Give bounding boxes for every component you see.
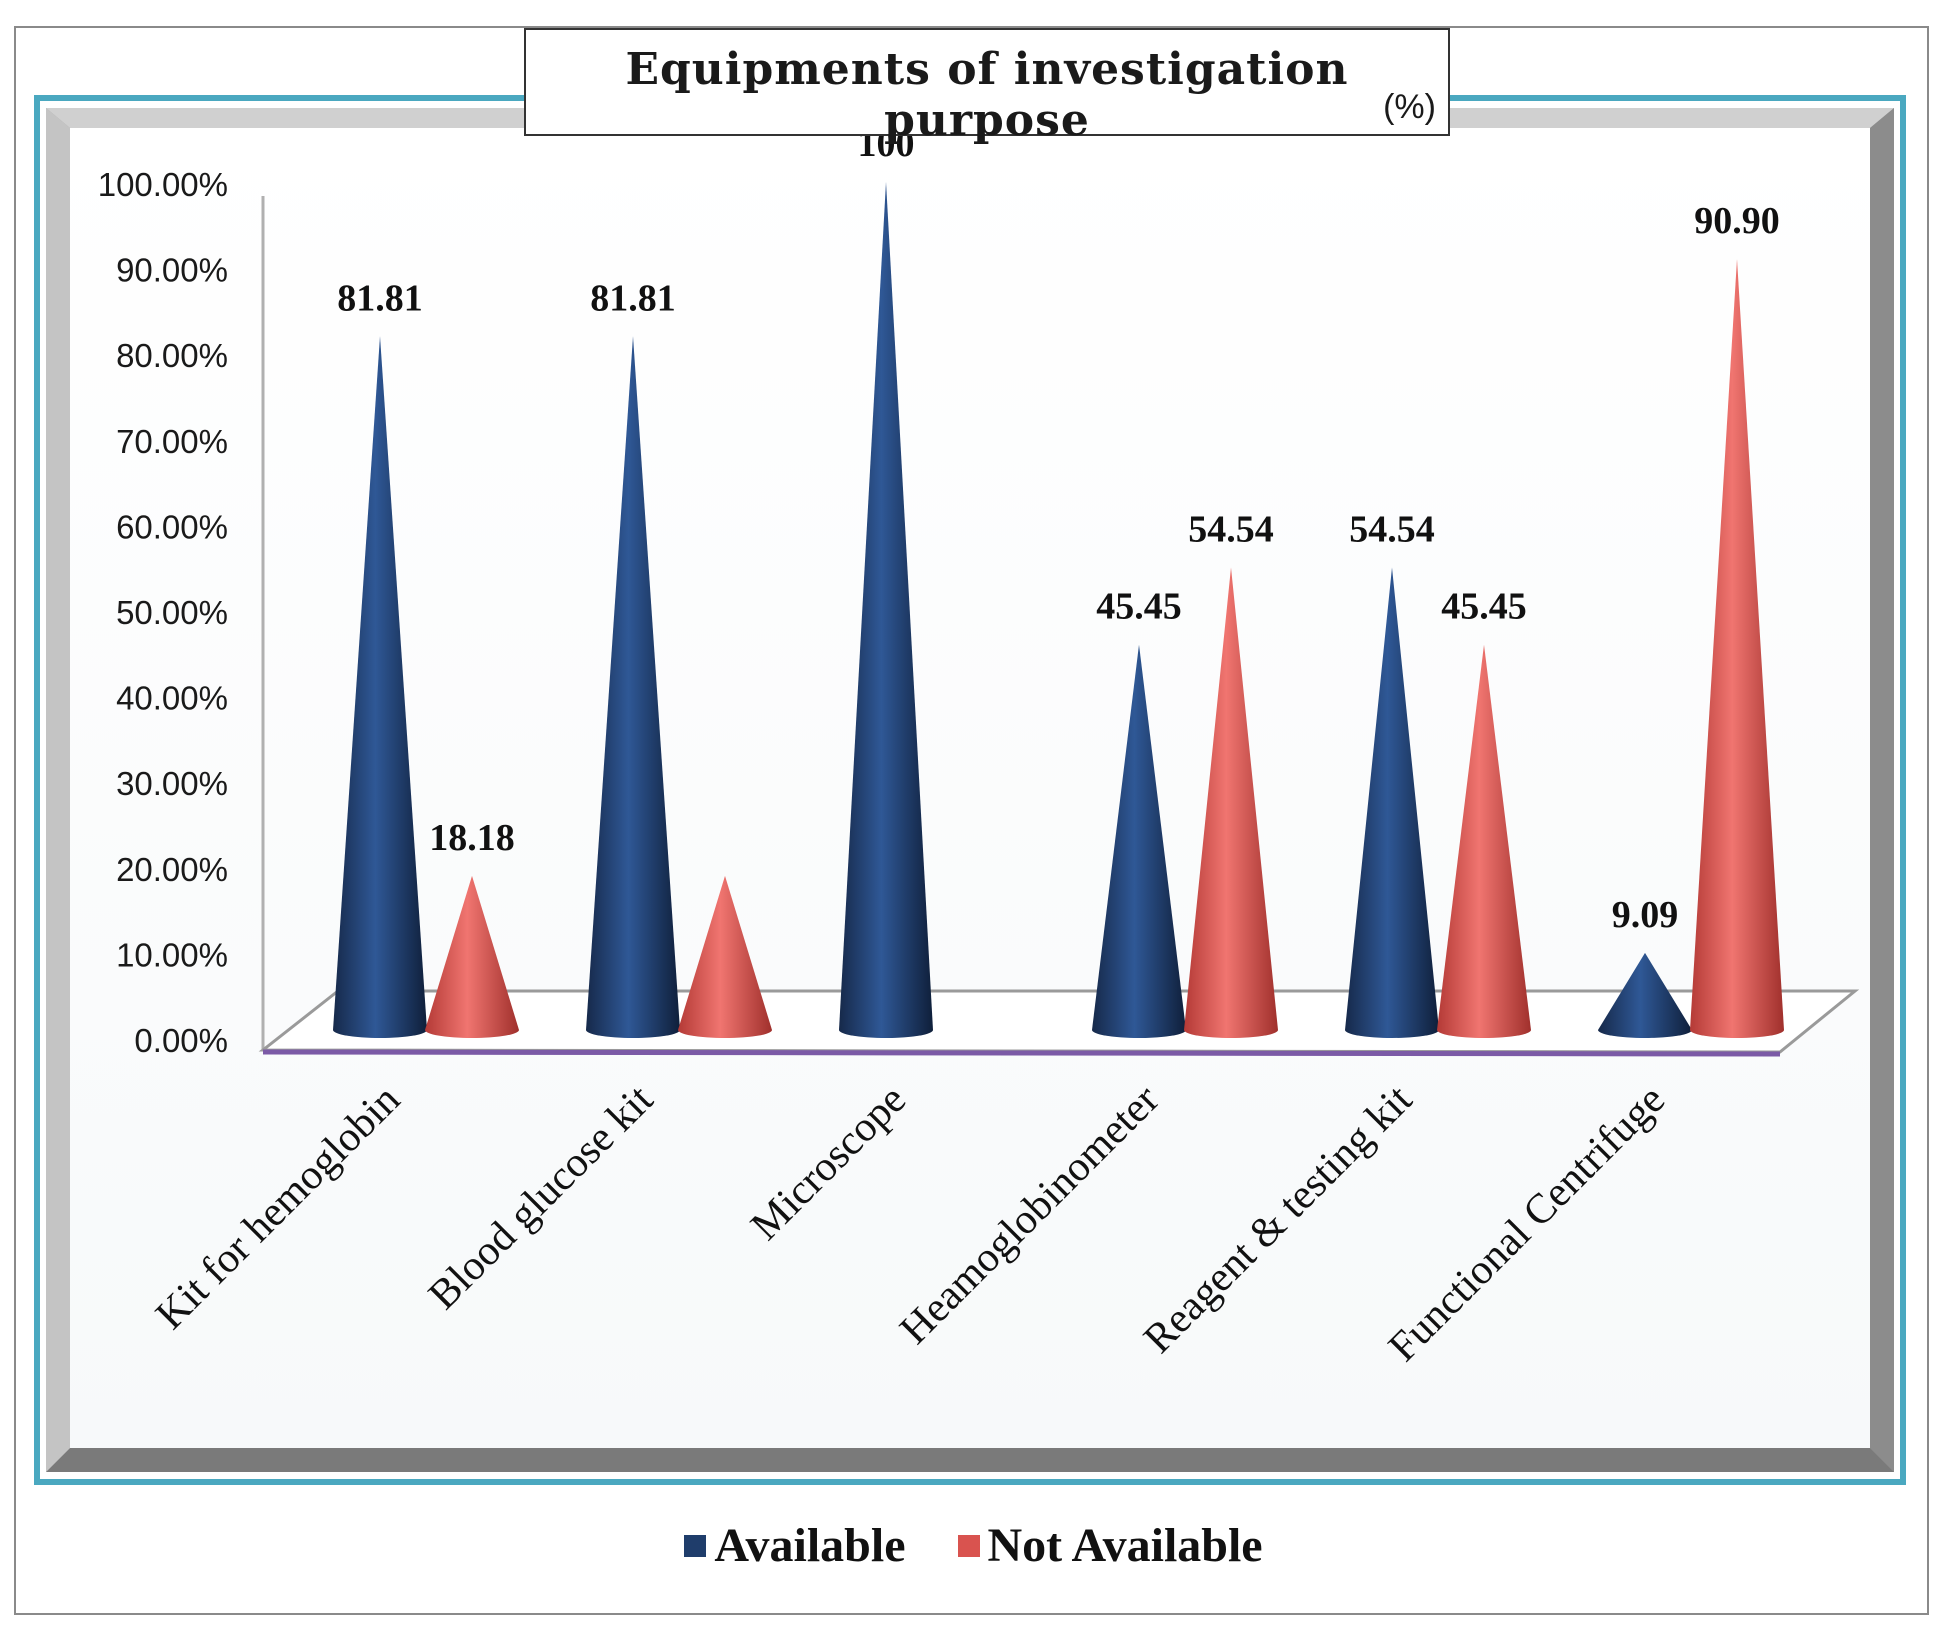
y-tick-label: 0.00% [134, 1022, 228, 1059]
data-label-available-functional-centrifuge: 9.09 [1612, 894, 1679, 936]
cone-not-available-kit-for-hemoglobin [425, 875, 519, 1038]
data-label-not-available-kit-for-hemoglobin: 18.18 [429, 817, 515, 859]
legend-item-available: Available [684, 1518, 906, 1573]
plot-panel [34, 95, 1906, 1485]
cone-available-functional-centrifuge [1598, 952, 1692, 1038]
data-label-available-kit-for-hemoglobin: 81.81 [337, 277, 423, 319]
cone-available-kit-for-hemoglobin [333, 336, 427, 1038]
y-tick-label: 60.00% [116, 508, 228, 545]
y-tick-label: 100.00% [98, 166, 228, 203]
data-label-not-available-functional-centrifuge: 90.90 [1694, 200, 1780, 242]
legend-label-not-available: Not Available [987, 1519, 1263, 1572]
chart-marks [333, 182, 1784, 1039]
legend-label-available: Available [714, 1519, 906, 1572]
chart-title-unit: (%) [1383, 88, 1436, 126]
chart-title-box: Equipments of investigation purpose (%) [524, 28, 1450, 146]
y-tick-label: 80.00% [116, 337, 228, 374]
data-label-available-reagent-and-testing-kit: 54.54 [1349, 509, 1435, 551]
legend-item-not-available: Not Available [957, 1518, 1263, 1573]
cone-not-available-reagent-and-testing-kit [1437, 644, 1531, 1038]
data-label-not-available-heamoglobinometer: 54.54 [1188, 509, 1274, 551]
y-axis-tick-labels: 0.00% 10.00% 20.00% 30.00% 40.00% 50.00% 60.00… [98, 166, 228, 1059]
y-tick-label: 70.00% [116, 423, 228, 460]
cone-available-heamoglobinometer [1092, 644, 1186, 1038]
cone-not-available-blood-glucose-kit [678, 875, 772, 1038]
cone-available-microscope [839, 182, 933, 1038]
legend-swatch-available [684, 1535, 707, 1557]
cone-not-available-functional-centrifuge [1690, 259, 1784, 1039]
cone-available-reagent-and-testing-kit [1345, 567, 1439, 1038]
data-label-available-heamoglobinometer: 45.45 [1096, 586, 1182, 628]
data-label-not-available-reagent-and-testing-kit: 45.45 [1441, 586, 1527, 628]
chart-outer-border [14, 26, 1929, 1615]
y-tick-label: 50.00% [116, 594, 228, 631]
y-tick-label: 10.00% [116, 936, 228, 973]
y-tick-label: 30.00% [116, 765, 228, 802]
cone-available-blood-glucose-kit [586, 336, 680, 1038]
cone-not-available-heamoglobinometer [1184, 567, 1278, 1038]
legend: Available Not Available [0, 1518, 1947, 1573]
data-label-available-blood-glucose-kit: 81.81 [590, 277, 676, 319]
legend-swatch-not-available [957, 1535, 980, 1557]
y-tick-label: 20.00% [116, 851, 228, 888]
y-tick-label: 40.00% [116, 680, 228, 717]
chart-title: Equipments of investigation purpose [625, 44, 1349, 146]
y-tick-label: 90.00% [116, 252, 228, 289]
